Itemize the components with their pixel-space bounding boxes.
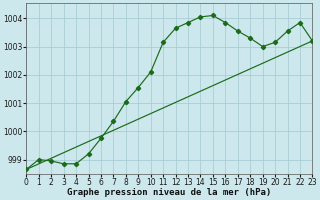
X-axis label: Graphe pression niveau de la mer (hPa): Graphe pression niveau de la mer (hPa): [67, 188, 271, 197]
